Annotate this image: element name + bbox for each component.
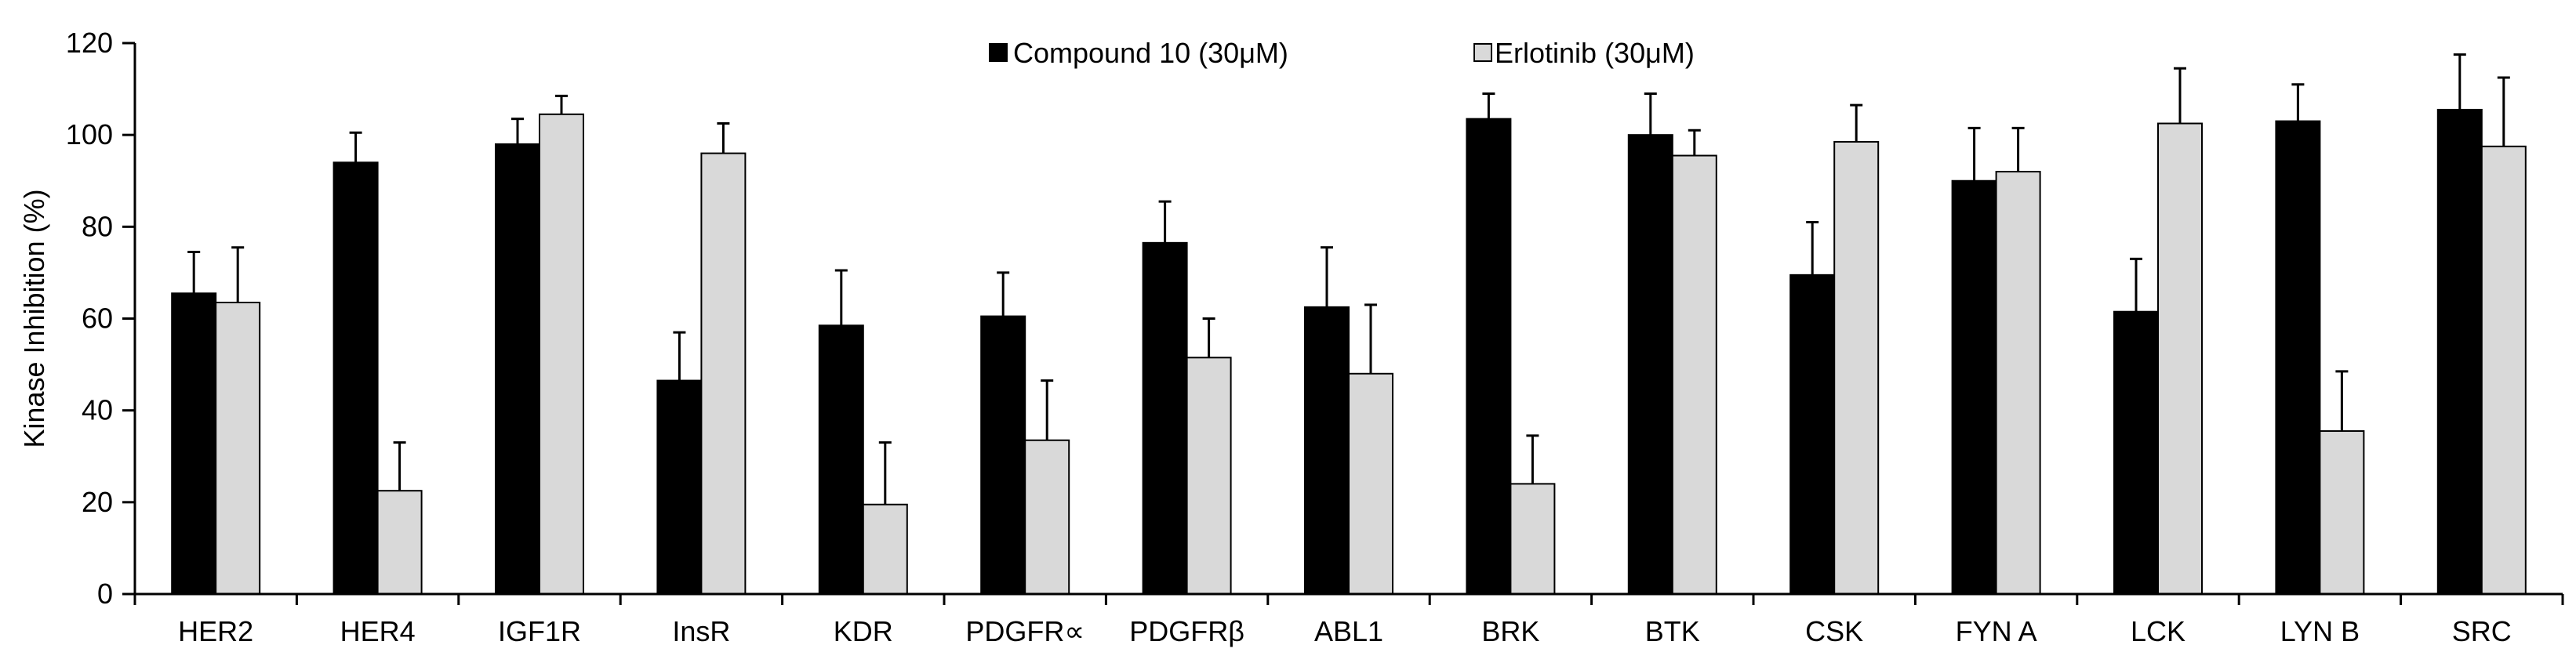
bar-compound-10-pdgfr [980,315,1026,595]
bar-erlotinib-lck [2157,122,2203,596]
bar-compound-10-src [2436,108,2483,595]
bar-compound-10-pdgfr [1142,241,1188,595]
y-tick-label-80: 80 [82,210,113,242]
bar-erlotinib-csk [1833,140,1880,595]
bar-erlotinib-pdgfr [1024,439,1070,596]
legend-swatch-compound-10 [989,43,1008,62]
x-tick-label-lyn-b: LYN B [2280,615,2360,647]
bar-erlotinib-lyn-b [2319,430,2365,596]
bar-erlotinib-her4 [376,490,423,595]
x-axis-ticks: HER2 HER4 IGF1R InsR KDR PDGFR∝ PDGFRβ ABL1 BRK B… [133,594,2564,647]
legend-swatch-erlotinib [1473,43,1492,62]
error-bars-layer [187,53,2510,505]
bar-compound-10-fyn-a [1951,179,1997,595]
x-tick-label-src: SRC [2452,615,2512,647]
bar-erlotinib-igf1r [539,113,584,596]
legend-label-compound-10: Compound 10 (30μM) [1013,37,1288,69]
x-tick-label-insr: InsR [672,615,730,647]
y-tick-label-40: 40 [82,394,113,426]
bars-layer [171,108,2527,596]
y-tick-label-60: 60 [82,303,113,335]
bar-compound-10-csk [1789,274,1836,595]
bar-compound-10-lyn-b [2275,120,2321,595]
x-tick-label-pdgfr: PDGFR∝ [965,615,1085,647]
x-tick-label-brk: BRK [1481,615,1539,647]
bar-compound-10-insr [656,379,703,595]
bar-erlotinib-kdr [862,503,908,596]
bar-compound-10-igf1r [495,143,540,595]
x-tick-label-fyn-a: FYN A [1956,615,2037,647]
y-tick-label-0: 0 [97,578,113,610]
bar-erlotinib-src [2480,145,2527,595]
x-tick-label-lck: LCK [2131,615,2185,647]
bar-compound-10-brk [1466,118,1512,596]
bar-erlotinib-insr [700,152,747,596]
x-tick-label-her4: HER4 [340,615,416,647]
y-axis-title: Kinase Inhibition (%) [18,189,50,447]
y-axis-ticks: 0 20 40 60 80 100 120 [66,27,135,610]
y-tick-label-120: 120 [66,27,113,59]
bar-compound-10-lck [2113,310,2159,595]
bar-erlotinib-her2 [215,301,261,595]
x-tick-label-pdgfr: PDGFRβ [1129,615,1244,647]
bar-erlotinib-abl1 [1348,372,1393,595]
bar-compound-10-kdr [818,324,864,595]
bar-compound-10-abl1 [1304,306,1350,595]
x-tick-label-abl1: ABL1 [1314,615,1383,647]
y-tick-label-20: 20 [82,486,113,518]
bar-erlotinib-fyn-a [1995,171,2041,596]
x-tick-label-csk: CSK [1805,615,1863,647]
y-tick-label-100: 100 [66,118,113,150]
bar-compound-10-btk [1627,134,1673,595]
bar-erlotinib-pdgfr [1186,357,1232,595]
bar-erlotinib-btk [1671,154,1717,595]
x-tick-label-kdr: KDR [834,615,893,647]
x-tick-label-igf1r: IGF1R [498,615,581,647]
bar-compound-10-her2 [171,292,217,595]
x-tick-label-btk: BTK [1645,615,1700,647]
bar-compound-10-her4 [332,161,379,596]
legend: Compound 10 (30μM) Erlotinib (30μM) [989,37,1695,69]
legend-label-erlotinib: Erlotinib (30μM) [1495,37,1695,69]
bar-erlotinib-brk [1510,483,1556,596]
x-tick-label-her2: HER2 [178,615,253,647]
